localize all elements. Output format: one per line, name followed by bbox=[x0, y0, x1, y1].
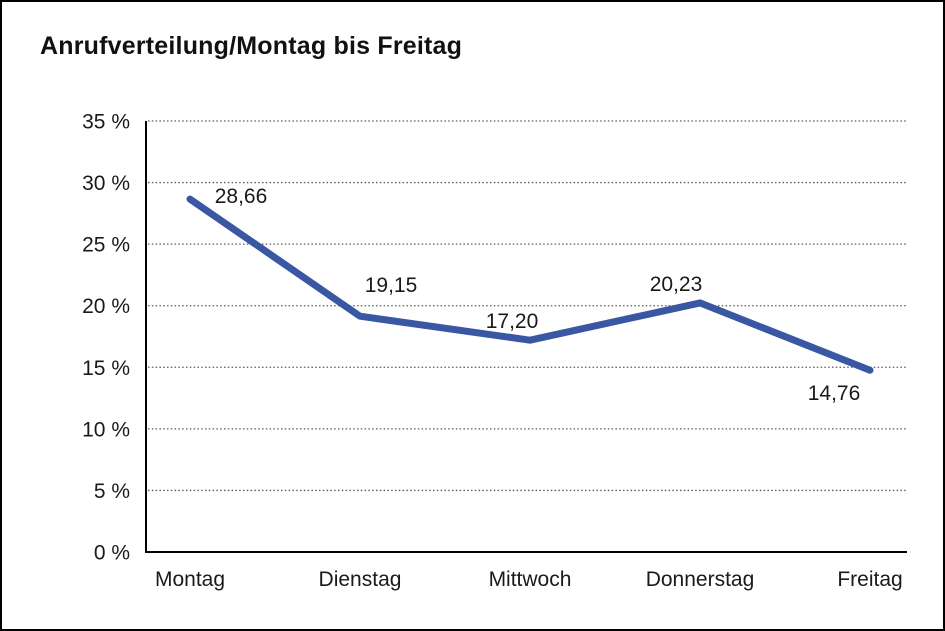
x-category-label: Mittwoch bbox=[489, 568, 572, 591]
y-tick-label: 20 % bbox=[82, 295, 130, 318]
y-tick-label: 35 % bbox=[82, 111, 130, 134]
x-category-label: Donnerstag bbox=[646, 568, 755, 591]
x-category-label: Freitag bbox=[837, 568, 902, 591]
y-tick-label: 10 % bbox=[82, 418, 130, 441]
data-series-line bbox=[186, 195, 874, 374]
data-point-label: 20,23 bbox=[650, 273, 703, 296]
x-category-label: Dienstag bbox=[319, 568, 402, 591]
data-point-label: 14,76 bbox=[808, 382, 861, 405]
y-tick-label: 15 % bbox=[82, 357, 130, 380]
y-tick-label: 25 % bbox=[82, 234, 130, 257]
data-point-label: 19,15 bbox=[365, 274, 418, 297]
x-category-label: Montag bbox=[155, 568, 225, 591]
y-tick-label: 0 % bbox=[94, 542, 130, 565]
data-point-label: 17,20 bbox=[486, 310, 539, 333]
chart-title: Anrufverteilung/Montag bis Freitag bbox=[40, 32, 463, 60]
data-point-label: 28,66 bbox=[215, 185, 268, 208]
y-tick-label: 30 % bbox=[82, 172, 130, 195]
y-tick-label: 5 % bbox=[94, 480, 130, 503]
